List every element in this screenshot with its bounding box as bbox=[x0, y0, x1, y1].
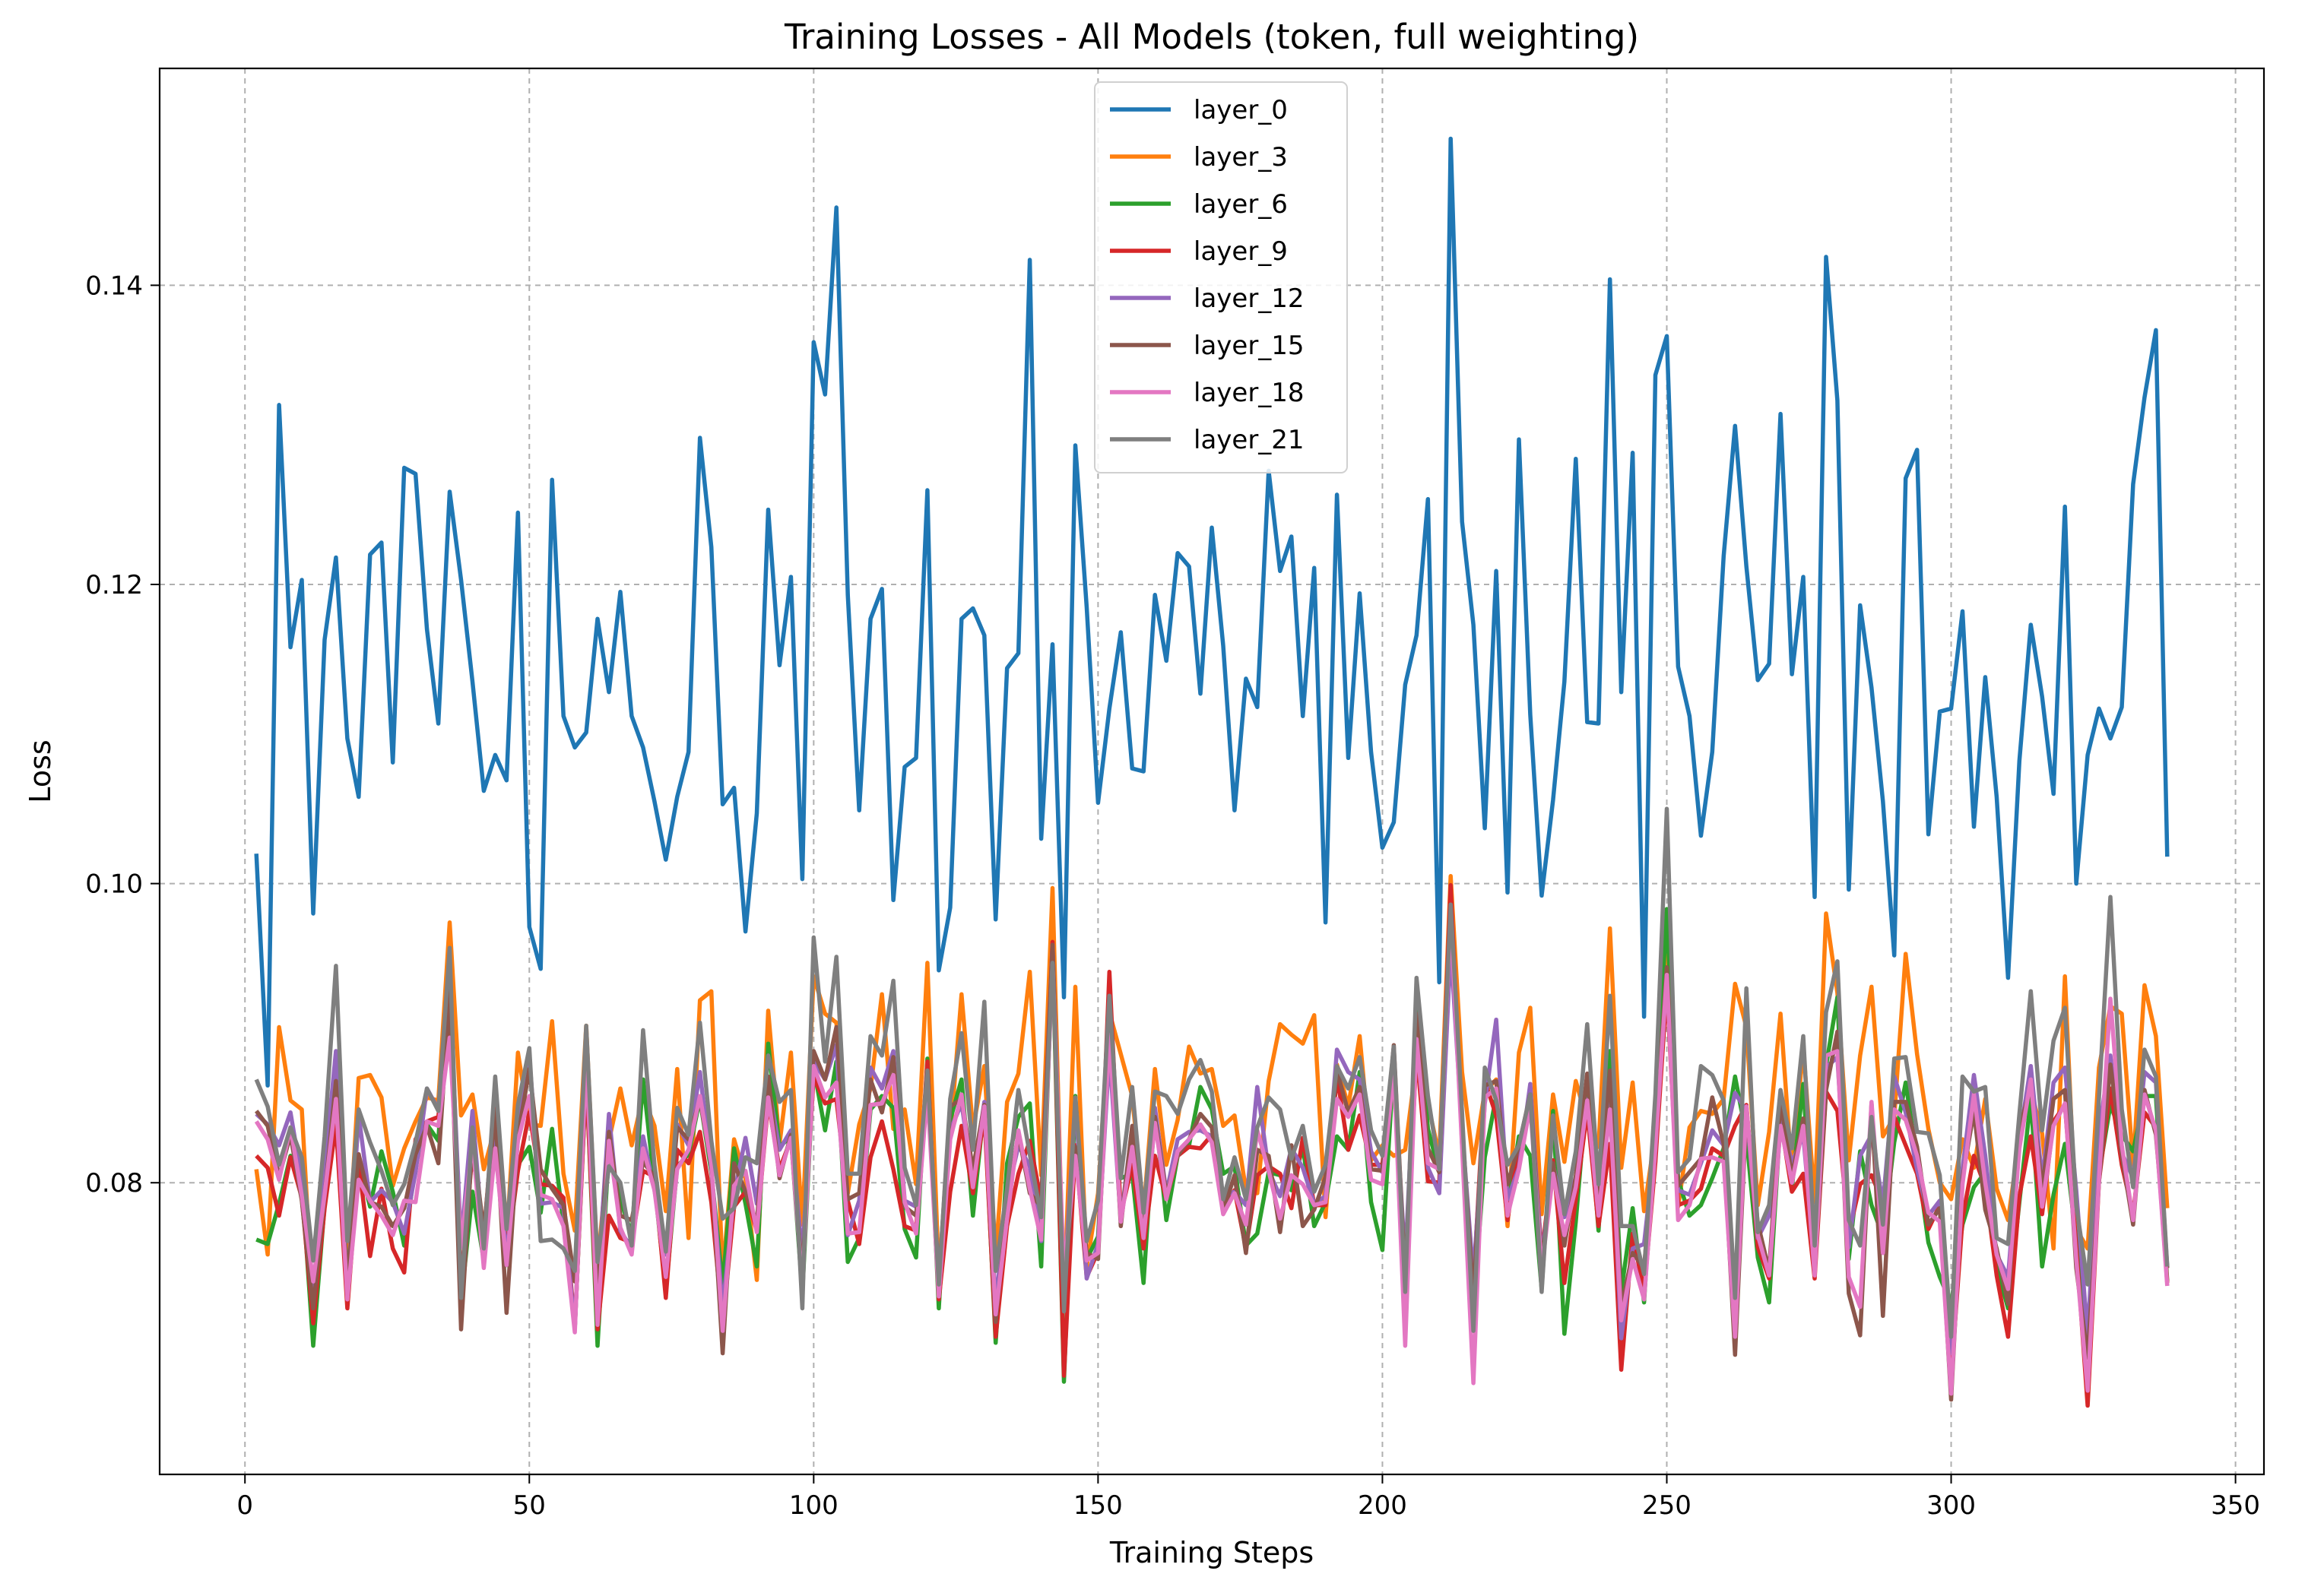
x-axis-label: Training Steps bbox=[1109, 1536, 1314, 1569]
x-tick-label: 300 bbox=[1926, 1490, 1976, 1521]
y-tick-label: 0.14 bbox=[85, 271, 143, 301]
legend-label: layer_3 bbox=[1194, 142, 1288, 173]
y-axis-label: Loss bbox=[24, 739, 57, 803]
series-lines bbox=[254, 136, 2170, 1408]
series-line-layer-0 bbox=[254, 136, 2170, 1088]
plot-frame bbox=[158, 67, 2265, 1476]
legend-label: layer_12 bbox=[1194, 283, 1305, 314]
legend: layer_0 layer_3 layer_6 layer_9 layer_12laye… bbox=[1094, 81, 1348, 473]
legend-label: layer_9 bbox=[1194, 236, 1288, 267]
x-axis-ticks: 0 50 100 150 200 250 300 350 bbox=[236, 1474, 2260, 1521]
legend-label: layer_18 bbox=[1194, 378, 1305, 408]
y-tick-label: 0.12 bbox=[85, 570, 143, 600]
series-line-layer-21 bbox=[254, 806, 2170, 1339]
x-tick-label: 100 bbox=[789, 1490, 839, 1521]
y-tick-label: 0.08 bbox=[85, 1168, 143, 1199]
x-tick-label: 0 bbox=[236, 1490, 253, 1521]
x-tick-label: 250 bbox=[1642, 1490, 1691, 1521]
y-axis-ticks: 0.08 0.10 0.12 0.14 bbox=[85, 271, 160, 1199]
series-line-layer-15 bbox=[255, 910, 2170, 1402]
legend-label: layer_21 bbox=[1194, 425, 1305, 455]
legend-label: layer_0 bbox=[1194, 95, 1288, 125]
legend-label: layer_6 bbox=[1194, 189, 1288, 220]
x-tick-label: 350 bbox=[2211, 1490, 2260, 1521]
chart-title: Training Losses - All Models (token, ful… bbox=[784, 17, 1639, 57]
legend-box bbox=[1094, 81, 1348, 473]
x-tick-label: 150 bbox=[1073, 1490, 1123, 1521]
legend-label: layer_15 bbox=[1194, 331, 1305, 361]
x-tick-label: 50 bbox=[513, 1490, 546, 1521]
y-tick-label: 0.10 bbox=[85, 869, 143, 900]
series-line-layer-18 bbox=[254, 913, 2170, 1396]
x-tick-label: 200 bbox=[1358, 1490, 1407, 1521]
